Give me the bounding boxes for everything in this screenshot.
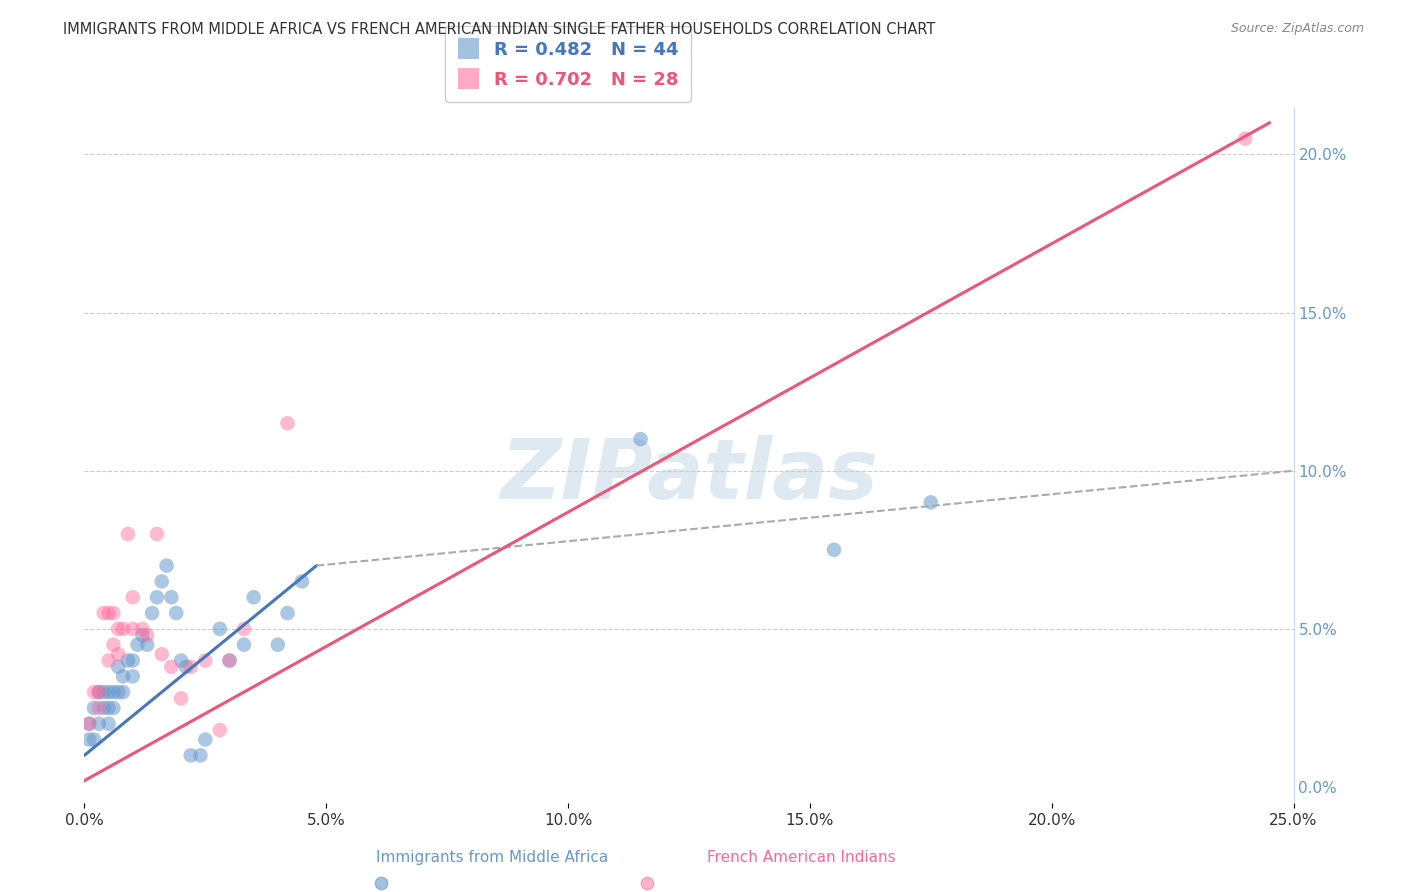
Point: [218, 653, 240, 667]
Point: [87, 685, 110, 699]
Point: [180, 660, 202, 674]
Point: [146, 527, 169, 541]
Point: [155, 558, 177, 573]
Point: [127, 638, 149, 652]
Point: [107, 647, 129, 661]
Point: [103, 606, 125, 620]
Point: [136, 628, 159, 642]
Text: IMMIGRANTS FROM MIDDLE AFRICA VS FRENCH AMERICAN INDIAN SINGLE FATHER HOUSEHOLDS: IMMIGRANTS FROM MIDDLE AFRICA VS FRENCH …: [63, 22, 935, 37]
Point: [83, 732, 105, 747]
Point: [97, 716, 120, 731]
Point: [97, 685, 120, 699]
Point: [208, 723, 231, 737]
Point: [160, 660, 183, 674]
Point: [160, 591, 183, 605]
Point: [150, 647, 173, 661]
Point: [77, 716, 100, 731]
Point: [630, 432, 652, 446]
Point: [165, 606, 187, 620]
Point: [141, 606, 163, 620]
Point: [107, 660, 129, 674]
Point: [87, 716, 110, 731]
Point: [180, 748, 202, 763]
Point: [136, 638, 159, 652]
Point: [87, 685, 110, 699]
Point: [174, 660, 197, 674]
Point: [121, 669, 143, 683]
Point: [103, 685, 125, 699]
Point: [77, 732, 100, 747]
Point: [121, 591, 143, 605]
Point: [83, 685, 105, 699]
Point: [97, 653, 120, 667]
Point: [112, 685, 135, 699]
Point: [170, 691, 193, 706]
Point: [218, 653, 240, 667]
Text: ZIPatlas: ZIPatlas: [501, 435, 877, 516]
Point: [146, 591, 169, 605]
Point: [107, 685, 129, 699]
Point: [121, 622, 143, 636]
Text: Source: ZipAtlas.com: Source: ZipAtlas.com: [1230, 22, 1364, 36]
Point: [97, 606, 120, 620]
Point: [103, 701, 125, 715]
Point: [190, 748, 212, 763]
Point: [117, 527, 139, 541]
Point: [112, 669, 135, 683]
Point: [117, 653, 139, 667]
Point: [131, 622, 153, 636]
Point: [194, 732, 217, 747]
Point: [233, 638, 256, 652]
Point: [194, 653, 217, 667]
Point: [93, 606, 115, 620]
Point: [87, 701, 110, 715]
Point: [131, 628, 153, 642]
Point: [93, 685, 115, 699]
Point: [112, 622, 135, 636]
Text: Immigrants from Middle Africa: Immigrants from Middle Africa: [375, 850, 609, 865]
Point: [267, 638, 290, 652]
Point: [233, 622, 256, 636]
Text: French American Indians: French American Indians: [707, 850, 896, 865]
Point: [97, 701, 120, 715]
Point: [291, 574, 314, 589]
Point: [107, 622, 129, 636]
Point: [121, 653, 143, 667]
Point: [103, 638, 125, 652]
Point: [823, 542, 845, 557]
Point: [170, 653, 193, 667]
Point: [150, 574, 173, 589]
Point: [276, 417, 298, 431]
Point: [93, 701, 115, 715]
Point: [1234, 131, 1257, 145]
Point: [276, 606, 298, 620]
Point: [83, 701, 105, 715]
Legend: R = 0.482   N = 44, R = 0.702   N = 28: R = 0.482 N = 44, R = 0.702 N = 28: [446, 26, 690, 102]
Point: [242, 591, 264, 605]
Point: [208, 622, 231, 636]
Point: [920, 495, 942, 509]
Point: [77, 716, 100, 731]
